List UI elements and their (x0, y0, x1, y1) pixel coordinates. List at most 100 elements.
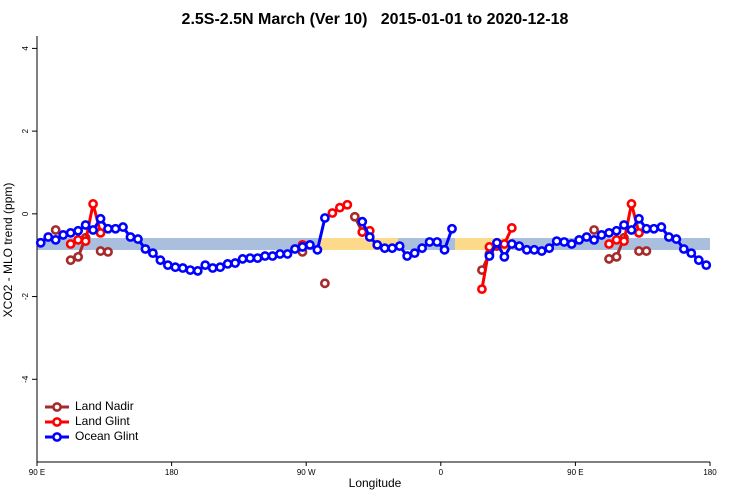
data-point (319, 278, 330, 289)
y-tick-label: 4 (21, 46, 30, 51)
data-point (88, 225, 98, 235)
data-point (95, 227, 106, 238)
data-point (499, 251, 510, 262)
data-point (551, 236, 562, 247)
data-point (125, 232, 136, 242)
x-tick-label: 180 (165, 468, 179, 477)
data-point (611, 225, 622, 236)
data-point (73, 235, 84, 245)
data-point (50, 235, 61, 245)
data-point (230, 258, 241, 268)
data-point (611, 235, 622, 245)
data-point (477, 284, 487, 295)
data-point (634, 213, 644, 224)
data-point (95, 213, 106, 224)
data-point (319, 213, 330, 223)
data-point (559, 237, 570, 247)
data-point (237, 254, 248, 264)
legend-label: Land Nadir (75, 399, 134, 413)
data-point (80, 220, 91, 230)
data-point (65, 239, 76, 249)
data-point (245, 253, 256, 263)
y-tick-label: -2 (21, 292, 30, 300)
data-point (439, 244, 450, 255)
y-tick-label: 0 (21, 211, 30, 216)
data-point (50, 225, 61, 235)
x-tick-label: 90 E (567, 468, 583, 477)
legend-marker (52, 402, 62, 412)
data-point (155, 255, 166, 266)
data-point (589, 235, 599, 245)
data-point (619, 236, 629, 247)
data-point (290, 244, 300, 254)
data-point (604, 227, 614, 238)
data-point (252, 253, 263, 263)
data-point (118, 222, 128, 232)
data-point (432, 237, 442, 247)
data-point (35, 237, 46, 248)
data-point (663, 232, 674, 242)
data-point (364, 232, 375, 242)
data-point (387, 243, 398, 254)
data-point (260, 251, 270, 261)
data-point (394, 241, 405, 252)
data-point (73, 251, 84, 262)
data-point (275, 249, 285, 259)
data-point (619, 220, 629, 230)
data-point (80, 236, 91, 247)
data-point (327, 208, 338, 218)
data-point (499, 239, 510, 249)
data-point (484, 251, 495, 261)
data-point (215, 262, 226, 273)
data-point (521, 244, 532, 255)
data-point (417, 243, 428, 254)
data-point (372, 239, 383, 250)
data-point (671, 234, 682, 244)
data-point (536, 246, 547, 256)
data-point (634, 246, 644, 256)
data-point (611, 251, 622, 262)
data-point (574, 235, 585, 245)
data-point (103, 223, 113, 234)
chart-title: 2.5S-2.5N March (Ver 10) 2015-01-01 to 2… (182, 11, 569, 28)
data-point (282, 249, 293, 259)
y-axis-label: XCO2 - MLO trend (ppm) (1, 183, 15, 318)
y-tick-label: 2 (21, 128, 30, 133)
y-tick-label: -4 (21, 375, 30, 383)
legend-label: Ocean Glint (75, 429, 139, 443)
data-point (634, 227, 644, 238)
data-point (148, 248, 158, 259)
data-point (604, 254, 614, 264)
x-tick-label: 90 E (29, 468, 45, 477)
data-point (626, 225, 637, 235)
data-point (305, 239, 315, 250)
x-tick-label: 0 (439, 468, 444, 477)
data-point (334, 202, 345, 213)
data-point (267, 251, 278, 261)
data-point (678, 244, 689, 254)
data-point (162, 260, 173, 271)
data-point (649, 223, 659, 234)
data-point (200, 260, 211, 271)
data-point (342, 199, 353, 210)
data-point (207, 263, 218, 273)
data-point (447, 223, 457, 234)
data-point (95, 246, 106, 256)
data-point (581, 232, 592, 242)
data-point (58, 230, 69, 240)
data-point (65, 255, 76, 266)
data-point (192, 266, 203, 276)
data-point (357, 216, 368, 227)
data-point (641, 223, 652, 234)
data-point (73, 225, 84, 236)
data-point (409, 248, 420, 259)
data-point (88, 199, 98, 209)
data-point (506, 239, 517, 249)
data-point (103, 246, 113, 257)
data-point (604, 239, 614, 249)
data-point (514, 241, 525, 252)
data-point (544, 243, 555, 254)
data-point (529, 244, 540, 255)
data-point (140, 244, 151, 254)
